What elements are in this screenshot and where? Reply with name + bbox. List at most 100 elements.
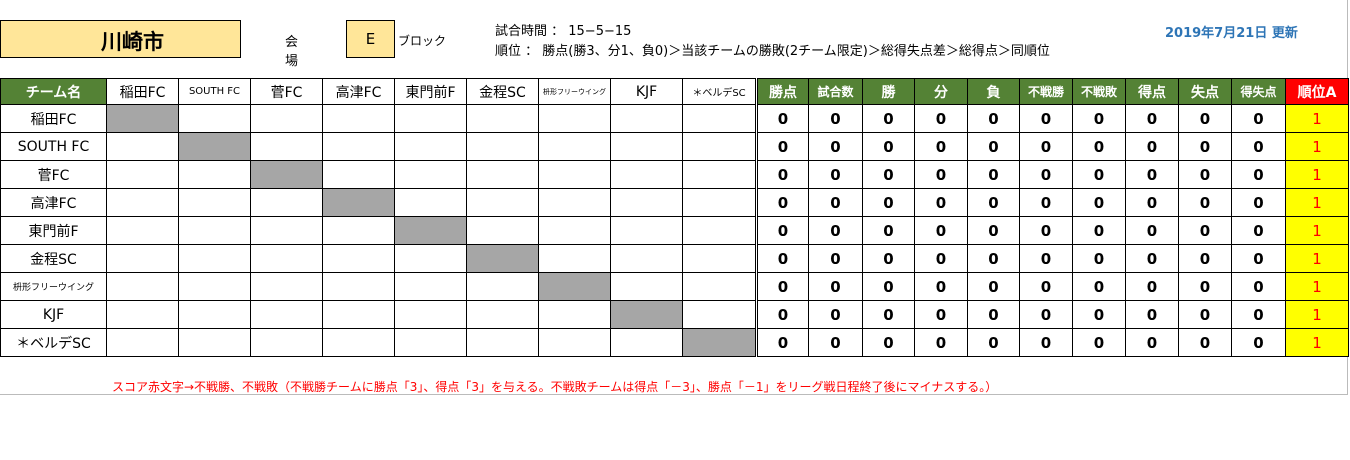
score-cell[interactable]	[682, 272, 758, 301]
score-cell[interactable]	[178, 216, 251, 245]
score-cell[interactable]	[538, 104, 611, 133]
stat-value: 0	[862, 300, 915, 329]
score-cell[interactable]	[106, 216, 179, 245]
block-label: ブロック	[398, 34, 447, 48]
score-cell[interactable]	[610, 272, 683, 301]
stat-value: 0	[1231, 160, 1286, 189]
score-cell[interactable]	[250, 300, 323, 329]
score-cell[interactable]	[250, 132, 323, 161]
stat-value: 0	[862, 328, 915, 357]
score-cell[interactable]	[250, 188, 323, 217]
score-cell[interactable]	[106, 300, 179, 329]
score-cell[interactable]	[322, 272, 395, 301]
score-cell[interactable]	[610, 216, 683, 245]
score-cell[interactable]	[682, 216, 758, 245]
stat-value: 0	[1231, 104, 1286, 133]
score-cell[interactable]	[106, 160, 179, 189]
score-cell[interactable]	[394, 272, 467, 301]
score-cell[interactable]	[538, 160, 611, 189]
score-cell[interactable]	[250, 328, 323, 357]
score-cell[interactable]	[250, 244, 323, 273]
score-cell[interactable]	[106, 188, 179, 217]
score-cell[interactable]	[610, 188, 683, 217]
score-cell[interactable]	[466, 300, 539, 329]
score-cell[interactable]	[106, 132, 179, 161]
score-cell[interactable]	[538, 216, 611, 245]
score-cell[interactable]	[106, 272, 179, 301]
table-row: 東門前F 0 0 0 0 0 0 0 0 0 0 1	[0, 216, 1349, 245]
score-cell[interactable]	[178, 160, 251, 189]
score-cell[interactable]	[250, 104, 323, 133]
stat-value: 0	[862, 104, 915, 133]
score-cell[interactable]	[394, 160, 467, 189]
score-cell[interactable]	[466, 188, 539, 217]
stat-value: 0	[756, 188, 809, 217]
score-cell[interactable]	[322, 300, 395, 329]
score-cell[interactable]	[682, 160, 758, 189]
score-cell[interactable]	[466, 216, 539, 245]
stat-value: 0	[1125, 160, 1179, 189]
score-cell[interactable]	[682, 104, 758, 133]
score-cell[interactable]	[322, 104, 395, 133]
stat-value: 0	[1231, 328, 1286, 357]
score-cell[interactable]	[610, 160, 683, 189]
stat-value: 0	[1019, 132, 1073, 161]
stat-value: 0	[1072, 104, 1126, 133]
self-match-cell	[610, 300, 683, 329]
team-name: ＊ベルデSC	[0, 328, 107, 357]
score-cell[interactable]	[178, 104, 251, 133]
score-cell[interactable]	[250, 272, 323, 301]
stat-value: 0	[914, 188, 968, 217]
score-cell[interactable]	[466, 272, 539, 301]
score-cell[interactable]	[610, 328, 683, 357]
score-cell[interactable]	[394, 132, 467, 161]
score-cell[interactable]	[178, 244, 251, 273]
score-cell[interactable]	[178, 300, 251, 329]
score-cell[interactable]	[394, 328, 467, 357]
self-match-cell	[538, 272, 611, 301]
score-cell[interactable]	[178, 188, 251, 217]
score-cell[interactable]	[610, 132, 683, 161]
score-cell[interactable]	[178, 328, 251, 357]
score-cell[interactable]	[466, 104, 539, 133]
score-cell[interactable]	[394, 188, 467, 217]
score-cell[interactable]	[466, 328, 539, 357]
opponent-header: 東門前F	[394, 78, 467, 105]
score-cell[interactable]	[466, 132, 539, 161]
score-cell[interactable]	[106, 328, 179, 357]
score-cell[interactable]	[538, 300, 611, 329]
footnote: スコア赤文字→不戦勝、不戦敗（不戦勝チームに勝点「3」、得点「3」を与える。不戦…	[112, 380, 998, 394]
score-cell[interactable]	[322, 132, 395, 161]
score-cell[interactable]	[394, 104, 467, 133]
score-cell[interactable]	[250, 216, 323, 245]
score-cell[interactable]	[322, 216, 395, 245]
score-cell[interactable]	[538, 244, 611, 273]
score-cell[interactable]	[682, 300, 758, 329]
stat-value: 0	[967, 188, 1020, 217]
score-cell[interactable]	[610, 104, 683, 133]
team-name-header: チーム名	[0, 78, 107, 105]
score-cell[interactable]	[178, 272, 251, 301]
score-cell[interactable]	[394, 300, 467, 329]
score-cell[interactable]	[682, 132, 758, 161]
score-cell[interactable]	[538, 132, 611, 161]
score-cell[interactable]	[538, 188, 611, 217]
score-cell[interactable]	[322, 328, 395, 357]
score-cell[interactable]	[322, 160, 395, 189]
score-cell[interactable]	[106, 244, 179, 273]
stat-value: 0	[1072, 132, 1126, 161]
score-cell[interactable]	[610, 244, 683, 273]
score-cell[interactable]	[322, 244, 395, 273]
score-cell[interactable]	[538, 328, 611, 357]
stat-value: 0	[1231, 188, 1286, 217]
score-cell[interactable]	[394, 244, 467, 273]
score-cell[interactable]	[682, 188, 758, 217]
self-match-cell	[250, 160, 323, 189]
opponent-header: KJF	[610, 78, 683, 105]
score-cell[interactable]	[466, 160, 539, 189]
score-cell[interactable]	[682, 244, 758, 273]
table-row: SOUTH FC 0 0 0 0 0 0 0 0 0 0 1	[0, 132, 1349, 161]
stat-header: 負	[967, 78, 1020, 105]
opponent-header: 菅FC	[250, 78, 323, 105]
stat-value: 0	[1125, 132, 1179, 161]
